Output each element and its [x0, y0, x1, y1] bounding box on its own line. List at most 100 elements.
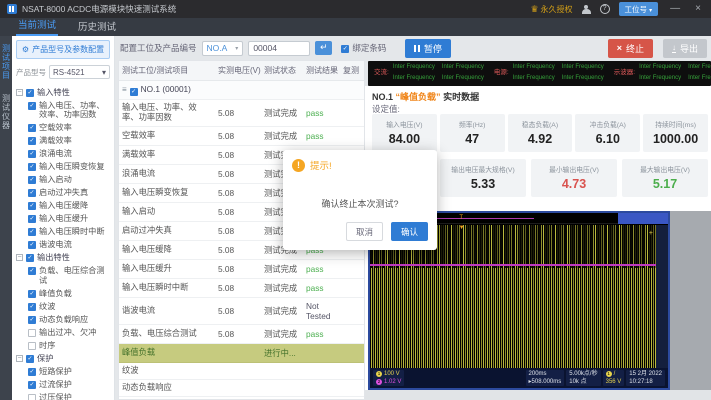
checkbox[interactable]	[28, 341, 36, 350]
checkbox[interactable]: ✓	[28, 202, 36, 211]
table-row[interactable]: 动态负载响应	[119, 379, 364, 397]
checkbox[interactable]: ✓	[28, 315, 36, 324]
table-row[interactable]: 短路保护	[119, 396, 364, 399]
cell-project: 浪涌电流	[119, 164, 215, 184]
confirm-button[interactable]: 确认	[390, 222, 428, 241]
tree-item[interactable]: ✓ 过流保护	[28, 378, 110, 391]
station-no-select[interactable]: NO.A ▾	[201, 40, 244, 56]
station-row[interactable]: ≡ ✓ NO.1 (00001)	[119, 80, 364, 100]
side-tab-instruments[interactable]: 测试仪器	[1, 94, 11, 130]
table-row[interactable]: 输入电压缓升 5.08 测试完成 pass	[119, 259, 364, 279]
checkbox[interactable]: ✓	[28, 267, 36, 276]
tree-item[interactable]: 过压保护	[28, 391, 110, 400]
checkbox[interactable]: ✓	[26, 354, 34, 363]
tree-group[interactable]: − ✓ 输入特性	[16, 86, 110, 99]
cancel-button[interactable]: 取消	[345, 222, 383, 241]
serial-number-input[interactable]	[248, 40, 311, 56]
table-row[interactable]: 峰值负载 进行中...	[119, 343, 364, 363]
instrument-group-label: 示波器:	[613, 69, 636, 76]
close-button[interactable]: ×	[695, 3, 701, 14]
cell-voltage: 5.08	[215, 99, 261, 127]
side-tab-strip: 测试项目 测试仪器	[0, 36, 12, 400]
checkbox[interactable]: ✓	[28, 137, 36, 146]
checkbox[interactable]: ✓	[28, 228, 36, 237]
tree-item[interactable]: ✓ 谐波电流	[28, 239, 110, 252]
instrument-values: Inter Frequency Inter Frequency Inter Freq…	[393, 64, 484, 83]
tree-item[interactable]: ✓ 启动过冲失真	[28, 187, 110, 200]
enter-button[interactable]: ↵	[315, 41, 333, 55]
tree-item[interactable]: ✓ 输入启动	[28, 174, 110, 187]
collapse-icon[interactable]: −	[16, 254, 23, 262]
checkbox[interactable]: ✓	[28, 189, 36, 198]
side-tab-test-items[interactable]: 测试项目	[1, 44, 11, 80]
cell-status	[261, 362, 303, 380]
tree-item[interactable]: ✓ 负载、电压综合测试	[28, 265, 110, 287]
tree-item[interactable]: ✓ 输入电压瞬变恢复	[28, 161, 110, 174]
tree-item[interactable]: ✓ 峰值负载	[28, 287, 110, 300]
checkbox[interactable]: ✓	[26, 88, 34, 97]
table-row[interactable]: 纹波	[119, 362, 364, 380]
checkbox[interactable]: ✓	[28, 101, 36, 110]
tree-item-label: 过流保护	[39, 379, 72, 389]
checkbox[interactable]	[28, 328, 36, 337]
tree-item[interactable]: ✓ 输入电压缓升	[28, 213, 110, 226]
tree-item[interactable]: ✓ 输入电压、功率、效率、功率因数	[28, 99, 110, 121]
minimize-button[interactable]: —	[670, 3, 681, 14]
tree-item[interactable]: ✓ 纹波	[28, 300, 110, 313]
tree-group-label: 保护	[37, 353, 54, 363]
collapse-icon[interactable]: −	[16, 88, 23, 96]
pause-button[interactable]: 暂停	[405, 38, 451, 58]
tree-group[interactable]: − ✓ 保护	[16, 352, 110, 365]
checkbox[interactable]: ✓	[28, 302, 36, 311]
station-select-button[interactable]: 工位号 ▾	[618, 2, 659, 16]
tree-group[interactable]: − ✓ 输出特性	[16, 252, 110, 265]
export-button[interactable]: ↓ 导出	[662, 38, 707, 58]
tree-item[interactable]: 时序	[28, 339, 110, 352]
table-row[interactable]: 空载效率 5.08 测试完成 pass	[119, 126, 364, 146]
checkbox[interactable]: ✓	[28, 150, 36, 159]
tree-item[interactable]: ✓ 浪涌电流	[28, 147, 110, 160]
checkbox[interactable]: ✓	[28, 367, 36, 376]
product-model-select[interactable]: RS-4521 ▾	[49, 65, 110, 79]
drag-handle-icon[interactable]: ≡	[122, 85, 127, 94]
checkbox[interactable]: ✓	[28, 163, 36, 172]
checkbox[interactable]: ✓	[28, 241, 36, 250]
table-row[interactable]: 谐波电流 5.08 测试完成 Not Tested	[119, 297, 364, 325]
tab-current-test[interactable]: 当前测试	[16, 17, 59, 36]
collapse-icon[interactable]: −	[16, 354, 23, 362]
tree-item[interactable]: ✓ 短路保护	[28, 365, 110, 378]
tab-history-test[interactable]: 历史测试	[78, 22, 117, 33]
barcode-checkbox[interactable]: ✓	[341, 44, 350, 53]
stop-button[interactable]: × 终止	[607, 38, 653, 58]
table-row[interactable]: 负载、电压综合测试 5.08 测试完成 pass	[119, 324, 364, 344]
checkbox[interactable]: ✓	[28, 289, 36, 298]
checkbox[interactable]: ✓	[28, 124, 36, 133]
tree-item[interactable]: ✓ 输入电压瞬时中断	[28, 226, 110, 239]
tree-item[interactable]: 输出过冲、欠冲	[28, 326, 110, 339]
confirm-dialog: ! 提示! 确认终止本次测试? 取消 确认	[283, 150, 437, 250]
tree-item[interactable]: ✓ 空载效率	[28, 121, 110, 134]
checkbox[interactable]: ✓	[26, 254, 34, 263]
table-row[interactable]: 输入电压、功率、效率、功率因数 5.08 测试完成 pass	[119, 99, 364, 127]
chevron-down-icon: ▾	[235, 45, 239, 52]
tree-item[interactable]: ✓ 满载效率	[28, 134, 110, 147]
cell-project: 纹波	[119, 362, 215, 380]
product-config-button[interactable]: ⚙ 产品型号及参数配置	[16, 40, 110, 59]
user-icon[interactable]	[581, 4, 591, 14]
checkbox[interactable]: ✓	[129, 88, 138, 96]
cell-project: 启动过冲失真	[119, 221, 215, 241]
checkbox[interactable]: ✓	[28, 380, 36, 389]
tree-item[interactable]: ✓ 输入电压缓降	[28, 200, 110, 213]
help-icon[interactable]: ?	[599, 4, 610, 14]
cell-voltage: 5.08	[215, 183, 261, 203]
checkbox[interactable]: ✓	[28, 176, 36, 185]
checkbox[interactable]: ✓	[28, 215, 36, 224]
tree-item[interactable]: ✓ 动态负载响应	[28, 313, 110, 326]
checkbox[interactable]	[28, 393, 36, 400]
scope-status-bar: 1 100 V 2 1.02 V 200ms ▸508.000ms 5.00k点/秒…	[370, 368, 668, 388]
table-row[interactable]: 输入电压瞬时中断 5.08 测试完成 pass	[119, 278, 364, 298]
metric-card-value: 1000.00	[653, 132, 699, 146]
cell-voltage: 5.08	[215, 202, 261, 222]
